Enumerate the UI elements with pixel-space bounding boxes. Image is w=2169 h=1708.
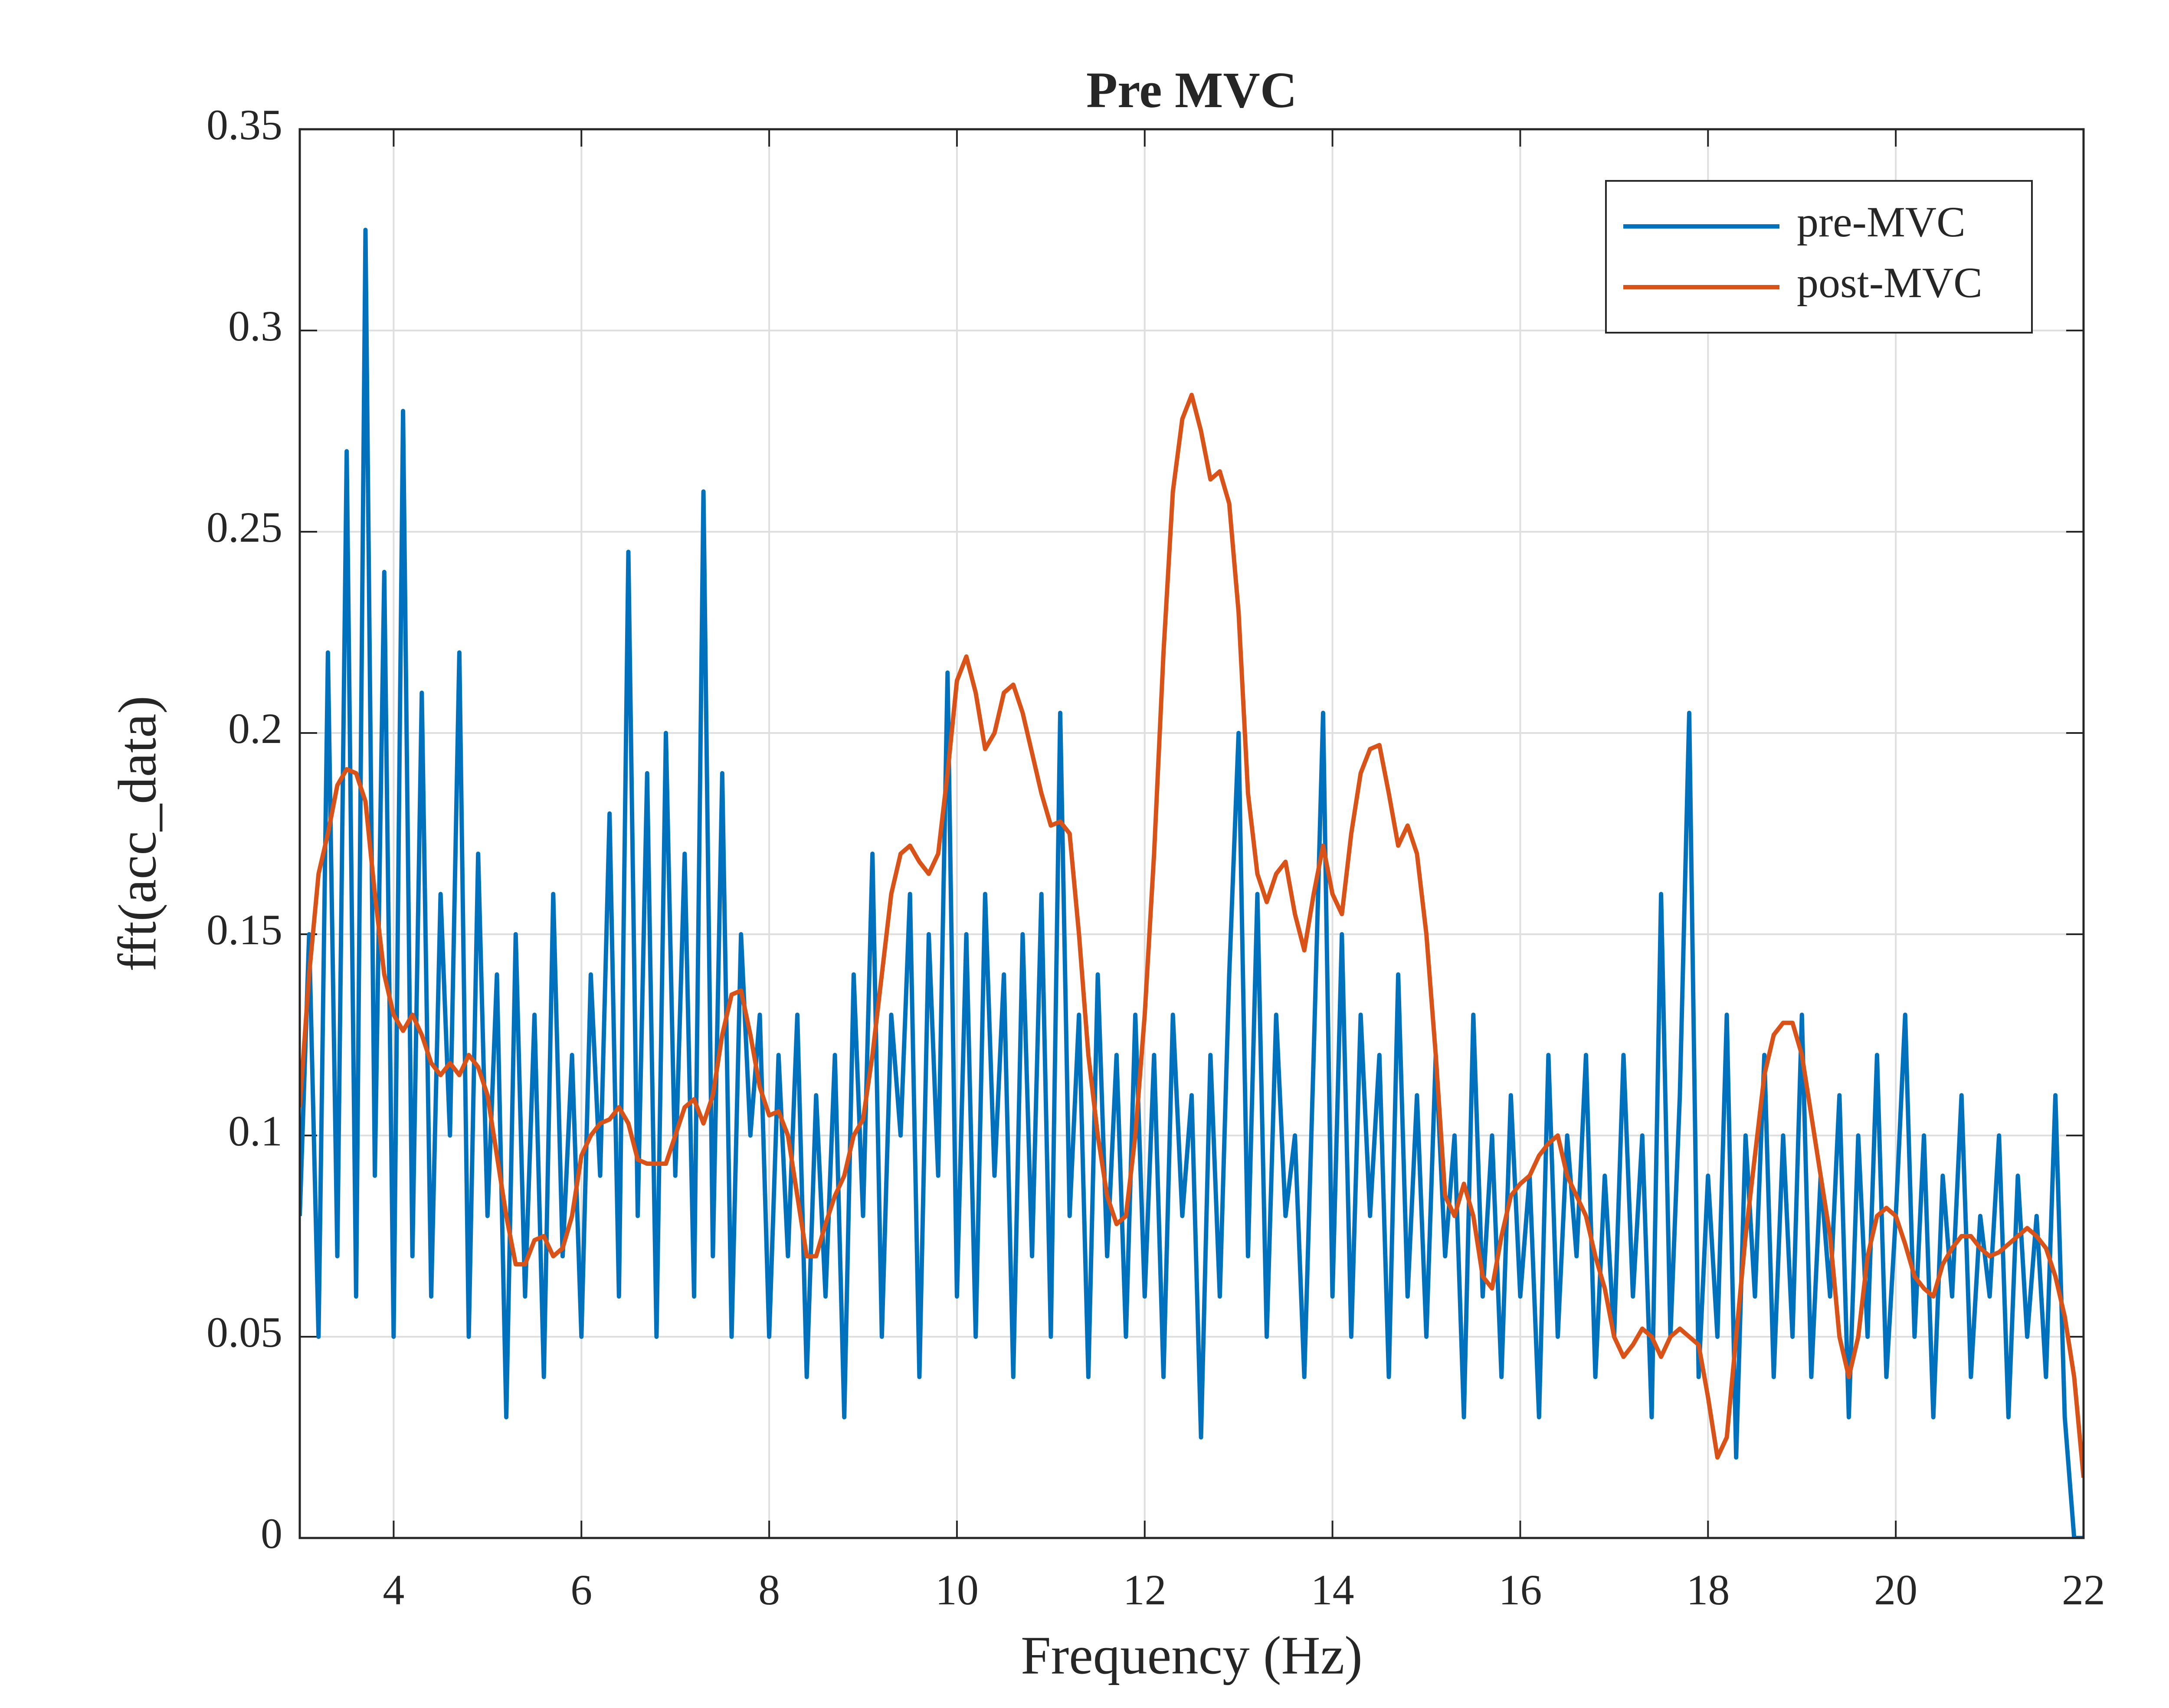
x-tick-label: 16 (1498, 1566, 1542, 1614)
y-tick-label: 0.15 (206, 906, 282, 954)
x-tick-label: 4 (383, 1566, 404, 1614)
y-tick-label: 0.1 (228, 1107, 282, 1155)
x-axis-label: Frequency (Hz) (1021, 1626, 1363, 1686)
x-tick-label: 6 (570, 1566, 592, 1614)
series-line (300, 228, 2084, 1538)
axes-box (298, 128, 2085, 1539)
plot-area (300, 129, 2084, 1538)
y-tick-label: 0 (261, 1509, 282, 1557)
y-tick-label: 0.35 (206, 101, 282, 149)
chart-title: Pre MVC (1086, 62, 1297, 118)
y-tick-label: 0.3 (228, 302, 282, 350)
legend-box (1605, 180, 2033, 334)
x-tick-label: 8 (758, 1566, 780, 1614)
legend-label: pre-MVC (1797, 198, 1966, 246)
y-tick-label: 0.25 (206, 503, 282, 551)
x-tick-label: 14 (1311, 1566, 1354, 1614)
x-tick-label: 10 (935, 1566, 979, 1614)
x-tick-label: 12 (1123, 1566, 1166, 1614)
x-tick-label: 18 (1686, 1566, 1730, 1614)
legend-label: post-MVC (1797, 258, 1982, 307)
y-tick-label: 0.2 (228, 704, 282, 753)
y-tick-label: 0.05 (206, 1308, 282, 1356)
y-axis-label: fft(acc_data) (108, 696, 168, 972)
series-line (300, 393, 2084, 1478)
x-tick-label: 22 (2062, 1566, 2105, 1614)
x-tick-label: 20 (1874, 1566, 1917, 1614)
